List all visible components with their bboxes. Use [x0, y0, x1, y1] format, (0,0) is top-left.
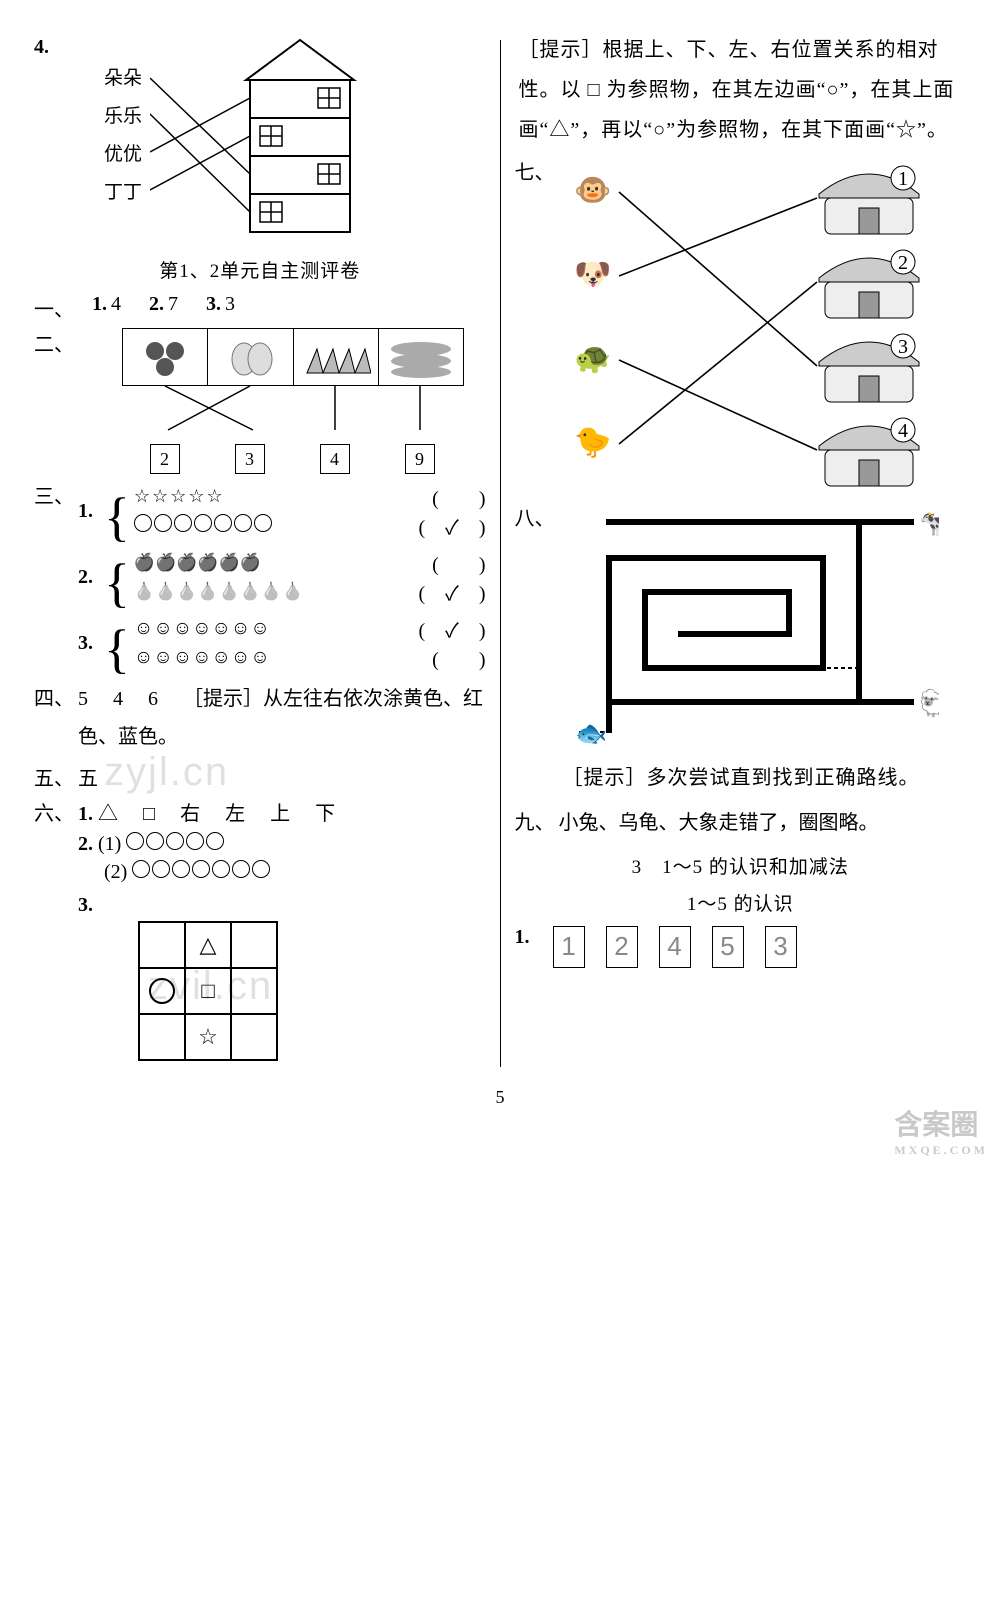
svg-text:🐤: 🐤 — [574, 426, 611, 459]
s4-v1: 4 — [113, 688, 123, 710]
name-2: 优优 — [104, 136, 142, 174]
s2-box-0: 2 — [150, 444, 180, 474]
svg-text:🐟: 🐟 — [575, 719, 607, 748]
svg-text:🐢: 🐢 — [574, 342, 611, 375]
s3-3-top-paren: ( ✓ ) — [419, 614, 486, 643]
t5: 下 — [315, 803, 335, 825]
svg-text:3: 3 — [898, 336, 908, 358]
s1-3n: 3. — [206, 293, 221, 315]
name-0: 朵朵 — [104, 60, 142, 98]
t0: △ — [98, 803, 118, 825]
s3-2n: 2. — [78, 566, 104, 589]
house-diagram: 朵朵 乐乐 优优 丁丁 — [104, 36, 380, 246]
s1-1v: 4 — [111, 293, 121, 315]
s2-diagram: 2 3 4 9 — [78, 328, 464, 474]
svg-text:1: 1 — [898, 168, 908, 190]
s8-hint: ［提示］多次尝试直到找到正确路线。 — [559, 758, 939, 798]
d0: 1 — [553, 926, 585, 968]
s7-label: 七、 — [515, 156, 559, 185]
svg-text:2: 2 — [898, 252, 908, 274]
s9-label: 九、 — [515, 804, 559, 842]
s4-label: 四、 — [34, 680, 78, 718]
s3-3-top: ☺☺☺☺☺☺☺ — [134, 618, 270, 640]
s3-3-bot-paren: ( ) — [432, 643, 485, 672]
g3-circle — [139, 968, 185, 1014]
s2-box-3: 9 — [405, 444, 435, 474]
svg-text:🐄: 🐄 — [919, 509, 939, 538]
s5-label: 五、 — [34, 762, 78, 791]
d1: 2 — [606, 926, 638, 968]
svg-text:🐶: 🐶 — [574, 258, 611, 291]
unit-title: 第1、2单元自主测评卷 — [34, 256, 486, 283]
s6-2n: 2. — [78, 833, 93, 855]
s2-cell-3 — [379, 329, 463, 385]
d4: 3 — [765, 926, 797, 968]
page-number: 5 — [20, 1087, 980, 1108]
g7: ☆ — [185, 1014, 231, 1060]
s6-1n: 1. — [78, 803, 93, 825]
hint-top: ［提示］根据上、下、左、右位置关系的相对性。以 □ 为参照物，在其左边画“○”，… — [515, 30, 967, 150]
s6-2b-circles — [132, 861, 272, 883]
s6-label: 六、 — [34, 797, 78, 826]
s3-2-top-paren: ( ) — [432, 548, 485, 577]
t1: □ — [143, 803, 155, 825]
d3: 5 — [712, 926, 744, 968]
chapter-sub: 1～5 的认识 — [515, 889, 967, 916]
s4-hint: ［提示］从左往右依次涂黄色、红色、蓝色。 — [78, 688, 483, 748]
chapter-title: 3 1～5 的认识和加减法 — [515, 852, 967, 879]
s2-cell-0 — [123, 329, 208, 385]
s6-2a-label: (1) — [98, 833, 121, 855]
name-1: 乐乐 — [104, 98, 142, 136]
s3-label: 三、 — [34, 480, 78, 509]
s2-label: 二、 — [34, 328, 78, 357]
s3-3n: 3. — [78, 632, 104, 655]
s3-2-top: 🍎🍎🍎🍎🍎🍎 — [134, 553, 261, 573]
name-3: 丁丁 — [104, 174, 142, 212]
g1: △ — [185, 922, 231, 968]
s3-3-bot: ☺☺☺☺☺☺☺ — [134, 647, 270, 669]
s6-3-grid: △ □ ☆ — [138, 921, 278, 1061]
s6-2b-label: (2) — [104, 861, 127, 883]
s9-text: 小兔、乌龟、大象走错了，圈图略。 — [559, 804, 879, 842]
maze: 🐄 🐑 🐟 — [559, 502, 939, 752]
digit-boxes: 1 2 4 5 3 — [545, 926, 805, 968]
s1-2v: 7 — [168, 293, 178, 315]
q4-label: 4. — [34, 36, 64, 59]
r-q1-n: 1. — [515, 926, 545, 949]
s4-v2: 6 — [148, 688, 158, 710]
s3-2-bot: 🍐🍐🍐🍐🍐🍐🍐🍐 — [134, 582, 303, 602]
footer-watermark: 含案圈MXQE.COM — [894, 1103, 988, 1158]
s3-2-bot-paren: ( ✓ ) — [419, 577, 486, 606]
s8-label: 八、 — [515, 502, 559, 531]
s6-1-tokens: △ □ 右 左 上 下 — [98, 803, 335, 825]
svg-text:🐑: 🐑 — [919, 687, 939, 718]
s6-3n: 3. — [78, 894, 93, 916]
s3-1-bot — [134, 514, 274, 538]
s2-cell-1 — [208, 329, 293, 385]
s3-1-bot-paren: ( ✓ ) — [419, 511, 486, 540]
s1-2n: 2. — [149, 293, 164, 315]
s5-val: 五 — [78, 762, 98, 791]
house-svg — [150, 36, 380, 246]
s3-1-top — [134, 485, 225, 508]
d2: 4 — [659, 926, 691, 968]
s6-2a-circles — [126, 833, 226, 855]
s3-1-top-paren: ( ) — [432, 482, 485, 511]
watermark-1: zyjl.cn — [104, 750, 229, 795]
svg-text:4: 4 — [898, 420, 908, 442]
s3-1n: 1. — [78, 500, 104, 523]
s2-cell-2 — [294, 329, 379, 385]
t4: 上 — [270, 803, 290, 825]
t3: 左 — [225, 803, 245, 825]
g4: □ — [185, 968, 231, 1014]
s4-v0: 5 — [78, 688, 88, 710]
s2-box-2: 4 — [320, 444, 350, 474]
s7-diagram: 🐵 🐶 🐢 🐤 — [559, 156, 939, 496]
svg-text:🐵: 🐵 — [574, 174, 611, 207]
s1-1n: 1. — [92, 293, 107, 315]
s2-box-1: 3 — [235, 444, 265, 474]
s1-label: 一、 — [34, 293, 78, 322]
s1-3v: 3 — [225, 293, 235, 315]
t2: 右 — [180, 803, 200, 825]
